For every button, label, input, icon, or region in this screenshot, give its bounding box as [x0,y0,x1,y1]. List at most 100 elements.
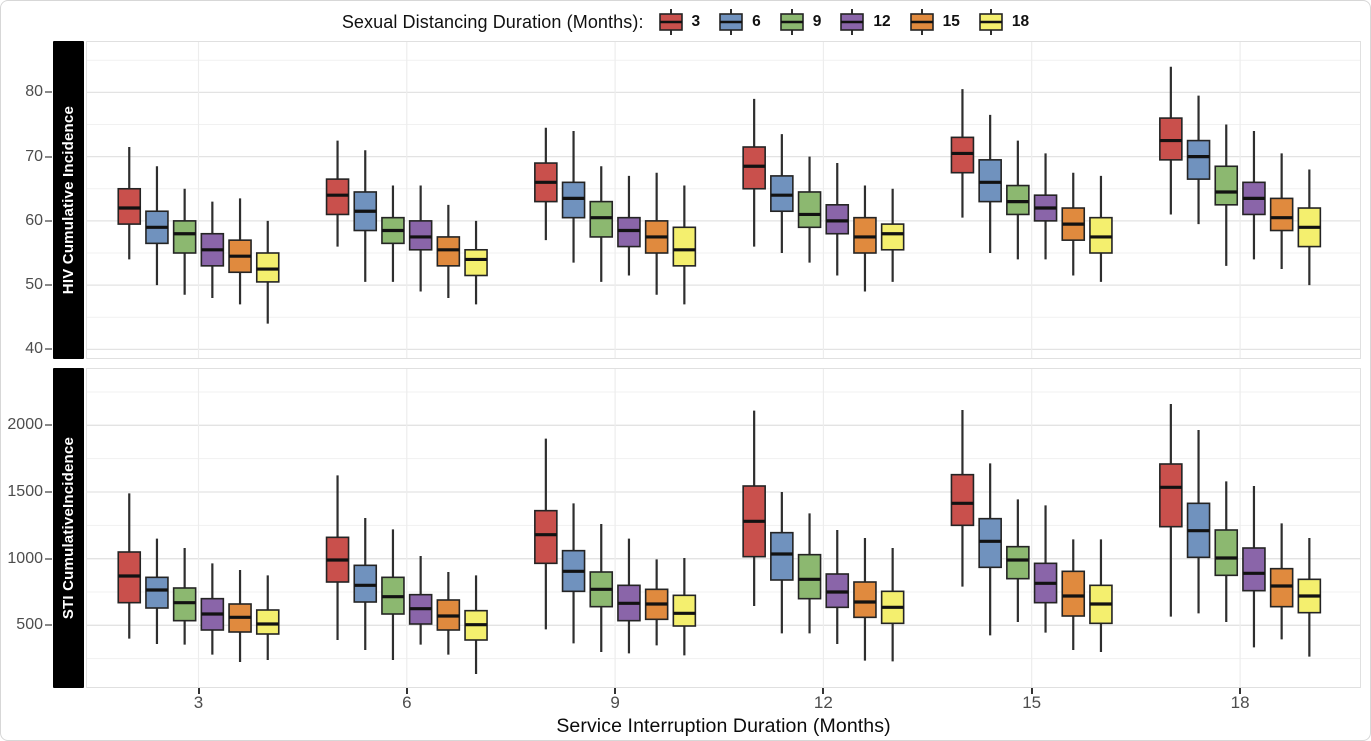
boxplot-si15-sd6 [978,114,1002,253]
boxplot-si15-sd3 [950,89,975,218]
y-tick-mark [45,91,52,94]
legend-items: 3 6 9 12 15 18 [658,8,1029,36]
legend-item-label: 18 [1011,13,1030,30]
x-tick-label: 6 [402,693,412,712]
boxplot-si9-sd3 [534,127,558,241]
boxplot-si12-sd12 [825,530,850,644]
boxplot-si9-sd15 [644,172,669,295]
boxplot-si12-sd18 [880,188,905,282]
boxplot-si15-sd15 [1061,539,1086,650]
boxplot-si15-sd15 [1061,172,1086,276]
boxplot-si9-sd18 [672,558,697,656]
boxplot-si6-sd12 [408,556,433,645]
boxplot-si9-sd9 [589,166,614,282]
y-tick-label: 80 [25,83,43,101]
legend-item-6: 6 [718,8,761,36]
x-tick-mark [1030,688,1033,694]
y-tick-mark [45,491,52,493]
legend-item-15: 15 [909,8,960,36]
y-tick-mark [45,348,52,351]
boxplot-si12-sd12 [825,163,850,276]
legend-item-label: 6 [752,13,761,30]
boxplot-si18-sd15 [1269,153,1294,270]
boxplot-si18-sd3 [1159,404,1183,617]
boxplot-si3-sd15 [228,570,252,662]
boxplot-si9-sd6 [561,503,586,644]
panel-strip-label: STI CumulativeIncidence [60,436,77,620]
panel-strip: STI CumulativeIncidence [53,368,84,688]
legend-item-3: 3 [658,8,700,36]
y-tick-label: 40 [25,340,43,358]
boxplot-si9-sd12 [617,175,641,276]
boxplot-si12-sd3 [742,98,766,247]
boxplot-si12-sd3 [742,410,766,606]
boxplot-si3-sd9 [172,548,197,645]
panel-strip: HIV Cumulative Incidence [53,41,84,359]
y-tick-mark [45,219,52,222]
legend-boxplot-glyph-icon [979,9,1003,35]
boxplot-si18-sd9 [1214,124,1239,266]
x-axis-title: Service Interruption Duration (Months) [556,715,891,737]
boxplot-si12-sd18 [880,548,905,662]
boxplot-si3-sd18 [255,575,280,660]
boxplot-panel-hiv [86,41,1361,359]
boxplot-si3-sd15 [228,198,252,305]
boxplot-si6-sd6 [353,150,378,282]
boxplot-si6-sd3 [325,140,350,247]
boxplot-si6-sd6 [353,518,378,650]
x-axis-title-row: Service Interruption Duration (Months) [86,715,1361,738]
boxplot-si3-sd18 [255,220,280,324]
legend-item-18: 18 [978,8,1029,36]
boxplot-si12-sd6 [770,492,794,634]
boxplot-si15-sd18 [1089,539,1113,652]
boxplot-si6-sd9 [381,185,405,282]
legend-boxplot-glyph-icon [840,9,865,35]
boxplot-panel-sti [86,368,1361,688]
boxplot-si18-sd18 [1297,169,1322,286]
y-tick-label: 60 [25,211,43,229]
boxplot-si3-sd9 [172,188,197,295]
boxplot-si3-sd3 [117,493,142,639]
boxplot-si3-sd6 [145,538,169,644]
boxplot-si6-sd12 [408,185,433,292]
boxplot-si9-sd9 [589,524,614,652]
boxplot-si12-sd9 [797,156,822,263]
panel-row-hiv: 40 50 60 70 80 HIV Cumulative Incidence [1,41,1370,359]
panels-container: 40 50 60 70 80 HIV Cumulative Incidence 500 100… [1,41,1370,688]
boxplot-si6-sd18 [464,575,488,674]
x-tick-label: 12 [813,693,833,712]
boxplot-si6-sd15 [436,204,461,298]
boxplot-si15-sd3 [950,410,975,587]
x-axis: 3 6 9 12 15 18 [86,688,1361,714]
legend-item-label: 15 [942,13,960,30]
x-tick-label: 9 [610,693,620,712]
legend-boxplot-glyph-icon [719,9,743,35]
x-tick-mark [822,688,825,694]
x-tick-mark [197,688,200,694]
y-tick-label: 2000 [7,416,43,434]
boxplot-si18-sd12 [1242,130,1266,260]
boxplot-si18-sd18 [1297,538,1322,657]
panel-row-sti: 500 1000 1500 2000 STI CumulativeIncidence [1,368,1370,688]
y-tick-mark [45,155,52,158]
boxplot-si12-sd15 [853,185,877,292]
x-tick-mark [405,688,408,694]
boxplot-si15-sd9 [1006,140,1030,260]
legend-item-label: 9 [812,13,822,30]
y-tick-mark [45,557,52,560]
boxplot-si6-sd3 [325,475,350,640]
boxplot-si12-sd15 [853,538,877,661]
boxplot-si6-sd18 [464,220,488,305]
panel-strip-label: HIV Cumulative Incidence [60,105,77,295]
boxplot-si9-sd15 [644,559,669,646]
boxplot-si15-sd12 [1033,153,1058,260]
boxplot-si18-sd9 [1214,481,1239,622]
boxplot-si18-sd12 [1242,486,1266,648]
boxplot-si3-sd3 [117,147,142,260]
boxplot-si9-sd12 [617,538,641,654]
x-tick-label: 15 [1022,693,1042,712]
boxplot-si9-sd18 [672,185,697,305]
boxplot-si18-sd6 [1186,95,1211,225]
x-tick-label: 3 [193,693,204,712]
